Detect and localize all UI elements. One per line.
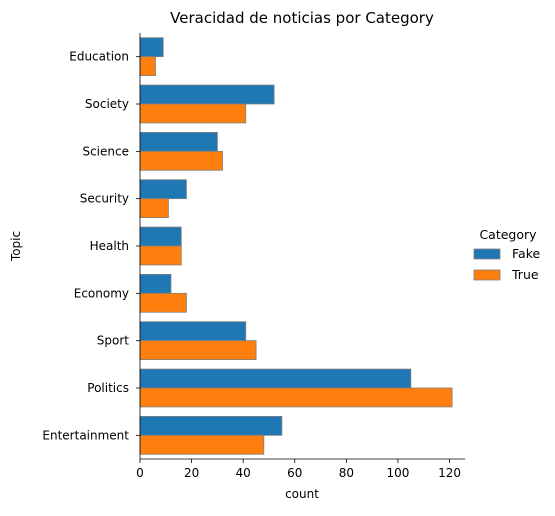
bar-science-true — [139, 150, 223, 171]
legend-label-fake: Fake — [512, 246, 540, 261]
x-tick-label-60: 60 — [287, 466, 302, 480]
x-tick-label-0: 0 — [136, 466, 144, 480]
bar-politics-fake — [139, 368, 412, 389]
x-ticks: 0 20 40 60 80 100 120 — [136, 459, 461, 480]
bar-health-fake — [139, 226, 182, 247]
y-tick-label-security: Security — [80, 192, 129, 206]
bar-science-fake — [139, 131, 218, 152]
bar-health-true — [139, 245, 182, 266]
y-ticks: Education Society Science Security Health Eco… — [42, 50, 140, 442]
y-tick-label-sport: Sport — [97, 334, 130, 348]
y-tick-label-economy: Economy — [74, 286, 129, 300]
bar-security-true — [139, 198, 169, 219]
chart-title: Veracidad de noticias por Category — [170, 9, 434, 27]
x-tick-label-40: 40 — [236, 466, 251, 480]
legend-swatch-true — [473, 269, 501, 281]
x-axis-label: count — [285, 487, 319, 501]
bar-politics-true — [139, 387, 453, 408]
bar-education-true — [139, 56, 156, 77]
legend-label-true: True — [511, 267, 539, 282]
bar-society-fake — [139, 84, 275, 105]
bar-sport-true — [139, 340, 257, 360]
x-tick-label-20: 20 — [184, 466, 199, 480]
legend: Category Fake True — [473, 227, 540, 282]
y-tick-label-entertainment: Entertainment — [42, 428, 129, 442]
bar-economy-fake — [139, 273, 172, 294]
bar-education-fake — [139, 37, 164, 58]
y-axis-label: Topic — [9, 231, 23, 262]
plot-area — [139, 37, 453, 455]
y-tick-label-society: Society — [85, 97, 129, 111]
legend-swatch-fake — [473, 248, 501, 260]
x-tick-label-120: 120 — [438, 466, 461, 480]
bar-society-true — [139, 103, 247, 124]
legend-title: Category — [479, 227, 537, 242]
y-tick-label-science: Science — [82, 144, 129, 158]
y-tick-label-education: Education — [69, 50, 129, 64]
y-tick-label-politics: Politics — [87, 381, 129, 395]
bar-security-fake — [139, 179, 187, 200]
bar-entertainment-true — [139, 434, 265, 455]
x-tick-label-80: 80 — [339, 466, 354, 480]
bar-economy-true — [139, 292, 187, 313]
bar-sport-fake — [139, 321, 247, 342]
bar-entertainment-fake — [139, 415, 283, 436]
x-tick-label-100: 100 — [386, 466, 409, 480]
y-tick-label-health: Health — [90, 239, 129, 253]
